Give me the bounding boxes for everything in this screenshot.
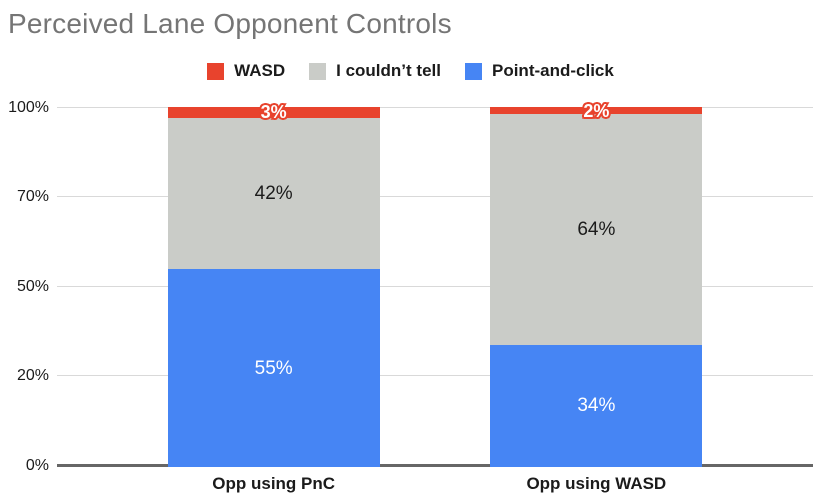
gridline <box>57 107 813 108</box>
gridline <box>57 196 813 197</box>
y-tick-label: 0% <box>25 456 49 474</box>
legend-label: I couldn’t tell <box>336 61 441 80</box>
bar-segment[interactable]: 64% <box>490 114 703 345</box>
bar-segment[interactable]: 3% <box>167 102 380 123</box>
y-tick-label: 70% <box>16 187 49 205</box>
bar-segment[interactable]: 55% <box>167 269 380 467</box>
legend-item-3[interactable]: Point-and-click <box>464 61 614 81</box>
legend-label: Point-and-click <box>491 61 614 80</box>
bar-segment[interactable]: 2% <box>490 100 703 121</box>
stacked-bar-1: 55% 42% 3% <box>167 102 380 467</box>
bar-value-label: 55% <box>254 357 293 379</box>
plot-area: 55% 42% 3% 34% 64% 2% <box>57 100 813 467</box>
y-tick-label: 100% <box>8 98 49 116</box>
y-tick-label: 20% <box>16 366 49 384</box>
y-axis: 100% 70% 50% 20% 0% <box>0 99 49 474</box>
bar-segment[interactable]: 42% <box>167 117 380 269</box>
legend-item-1[interactable]: WASD <box>207 61 285 81</box>
bar-value-label: 3% <box>259 102 289 124</box>
gridline <box>57 375 813 376</box>
legend-swatch-icon <box>309 62 327 80</box>
legend-item-2[interactable]: I couldn’t tell <box>309 61 441 81</box>
legend-label: WASD <box>234 61 286 80</box>
x-axis-baseline <box>57 464 813 467</box>
x-axis: Opp using PnC Opp using WASD <box>57 467 813 500</box>
category-label: Opp using WASD <box>526 474 667 493</box>
bar-value-label: 42% <box>254 182 293 204</box>
gridline <box>57 286 813 287</box>
legend-swatch-icon <box>207 62 225 80</box>
stacked-bar-2: 34% 64% 2% <box>490 100 703 467</box>
bar-value-label: 34% <box>577 395 616 417</box>
chart-title: Perceived Lane Opponent Controls <box>8 8 452 39</box>
legend-swatch-icon <box>464 62 482 80</box>
legend: WASD I couldn’t tell Point-and-click <box>0 61 821 81</box>
bar-value-label: 64% <box>577 218 616 240</box>
y-tick-label: 50% <box>16 277 49 295</box>
bar-value-label: 2% <box>582 100 612 122</box>
category-label: Opp using PnC <box>212 474 336 493</box>
bar-segment[interactable]: 34% <box>490 344 703 467</box>
